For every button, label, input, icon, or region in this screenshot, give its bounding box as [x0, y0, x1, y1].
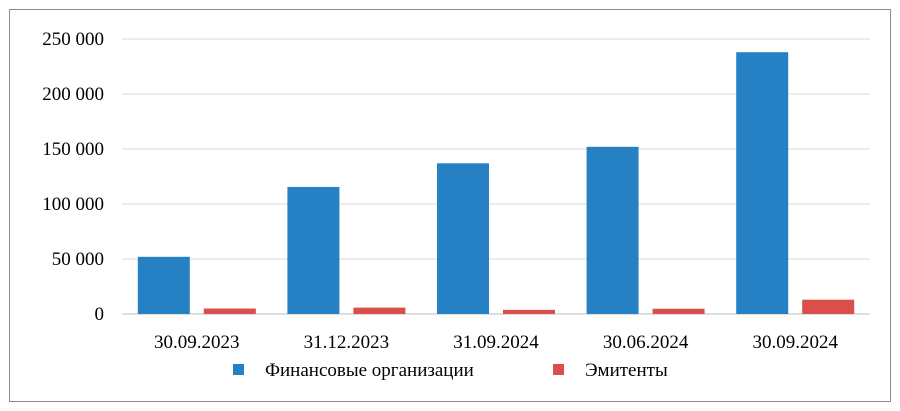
x-tick-label: 30.09.2024 [752, 332, 838, 353]
legend-swatch [233, 364, 244, 375]
bar-issuers [802, 299, 855, 314]
y-tick-label: 200 000 [42, 84, 104, 105]
y-tick-label: 250 000 [42, 29, 104, 50]
bar-issuers [652, 308, 705, 314]
bar-issuers [503, 309, 555, 314]
legend-label: Финансовые организации [265, 360, 474, 381]
bar-financial-organizations [437, 163, 489, 314]
bar-financial-organizations [736, 52, 789, 314]
x-tick-label: 30.09.2023 [154, 332, 240, 353]
y-tick-label: 100 000 [42, 194, 104, 215]
y-tick-label: 50 000 [52, 249, 104, 270]
bar-financial-organizations [287, 186, 340, 314]
y-axis-tick-labels: 0 50 000 100 000 150 000 200 000 250 000 [42, 29, 104, 325]
legend: Финансовые организации Эмитенты [233, 360, 668, 381]
bars [137, 52, 855, 314]
y-tick-label: 0 [95, 304, 105, 325]
x-tick-label: 31.12.2023 [304, 332, 390, 353]
legend-label: Эмитенты [585, 360, 668, 381]
legend-swatch [553, 364, 564, 375]
x-tick-label: 31.09.2024 [453, 332, 539, 353]
bar-issuers [203, 308, 256, 314]
y-tick-label: 150 000 [42, 139, 104, 160]
x-axis-tick-labels: 30.09.2023 31.12.2023 31.09.2024 30.06.2024… [154, 332, 838, 353]
x-tick-label: 30.06.2024 [603, 332, 689, 353]
bar-financial-organizations [137, 256, 190, 314]
bar-financial-organizations [586, 146, 639, 314]
bar-issuers [353, 307, 406, 314]
